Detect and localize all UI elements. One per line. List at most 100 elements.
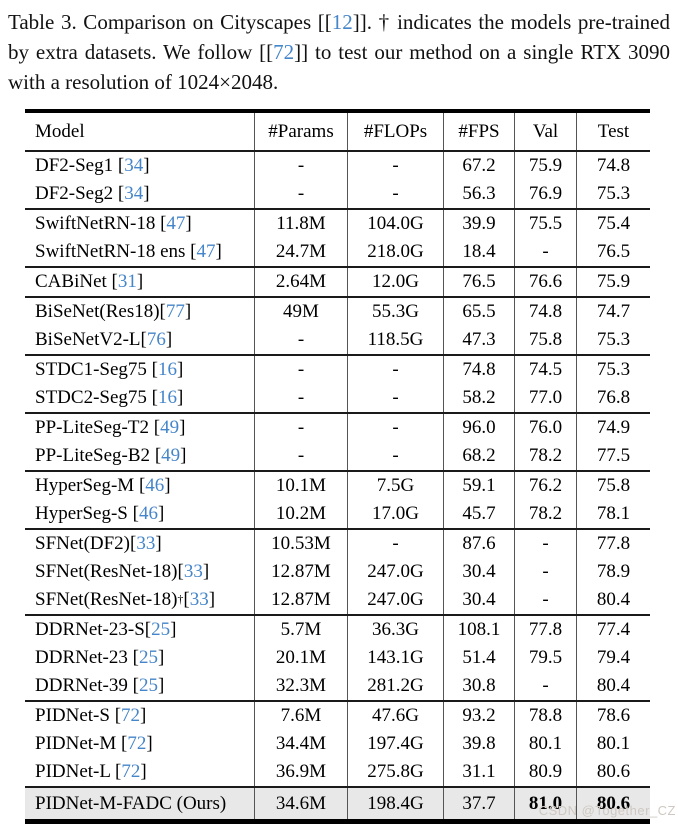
params-cell: - xyxy=(255,384,348,412)
params-cell: 36.9M xyxy=(255,758,348,786)
model-cell: DDRNet-23 [25] xyxy=(25,644,255,672)
citation-link[interactable]: 33 xyxy=(189,589,209,610)
val-cell: 75.5 xyxy=(515,210,577,238)
params-cell: 5.7M xyxy=(255,616,348,644)
citation-link[interactable]: 12 xyxy=(331,10,353,34)
citation-link[interactable]: 72 xyxy=(127,733,147,754)
model-group: PP-LiteSeg-T2 [49] - -96.0 76.0 74.9 PP-LiteS… xyxy=(25,412,650,470)
val-cell: - xyxy=(515,586,577,614)
citation-link[interactable]: 34 xyxy=(124,183,144,204)
test-cell: 75.3 xyxy=(596,329,631,350)
flops-cell: 47.6G xyxy=(348,702,444,730)
citation-link[interactable]: 25 xyxy=(138,647,158,668)
fps-cell: 45.7 xyxy=(444,500,515,528)
citation-link[interactable]: 72 xyxy=(273,39,295,64)
citation-link[interactable]: 47 xyxy=(196,241,216,262)
fps-cell: 30.4 xyxy=(444,586,515,614)
citation-link[interactable]: 72 xyxy=(121,705,141,726)
column-header-test: Test xyxy=(597,120,630,142)
citation-link[interactable]: 34 xyxy=(124,155,144,176)
highlighted-result-group: PIDNet-M-FADC (Ours) 34.6M 198.4G 37.7 81.0 8… xyxy=(25,786,650,819)
table-row: PIDNet-S [72] 7.6M 47.6G 93.2 78.8 78.6 xyxy=(25,702,650,730)
citation-link[interactable]: 25 xyxy=(138,675,158,696)
fps-cell: 30.8 xyxy=(444,672,515,700)
fps-cell: 39.9 xyxy=(444,210,515,238)
citation-link[interactable]: 77 xyxy=(165,301,185,322)
params-cell: 34.4M xyxy=(255,730,348,758)
params-cell: 32.3M xyxy=(255,672,348,700)
flops-cell: 55.3G xyxy=(348,298,444,326)
flops-cell: - xyxy=(348,442,444,470)
model-cell: HyperSeg-S [46] xyxy=(25,500,255,528)
citation-link[interactable]: 33 xyxy=(136,533,156,554)
flops-cell: 17.0G xyxy=(348,500,444,528)
flops-cell: 247.0G xyxy=(348,558,444,586)
params-cell: - xyxy=(255,414,348,442)
citation-link[interactable]: 16 xyxy=(157,359,177,380)
val-cell: 78.2 xyxy=(515,500,577,528)
params-cell: 49M xyxy=(255,298,348,326)
table-row: CABiNet [31] 2.64M 12.0G 76.5 76.6 75.9 xyxy=(25,268,650,296)
table-row: HyperSeg-M [46] 10.1M 7.5G 59.1 76.2 75.8 xyxy=(25,472,650,500)
params-cell: - xyxy=(255,326,348,354)
model-cell: BiSeNet(Res18)[77] xyxy=(25,298,255,326)
model-group: CABiNet [31] 2.64M 12.0G 76.5 76.6 75.9 xyxy=(25,266,650,296)
test-cell: 78.9 xyxy=(596,561,631,582)
params-cell: 10.53M xyxy=(255,530,348,558)
params-cell: - xyxy=(255,180,348,208)
citation-link[interactable]: 47 xyxy=(166,213,186,234)
citation-link[interactable]: 31 xyxy=(117,271,137,292)
table-row: SwiftNetRN-18 [47] 11.8M 104.0G 39.9 75.5 75.… xyxy=(25,210,650,238)
citation-link[interactable]: 16 xyxy=(157,387,177,408)
params-cell: 20.1M xyxy=(255,644,348,672)
table-body: DF2-Seg1 [34] - -67.2 75.9 74.8 DF2-Seg2 [34]… xyxy=(25,152,650,819)
params-cell: 2.64M xyxy=(255,268,348,296)
test-cell: 80.4 xyxy=(596,675,631,696)
fps-cell: 87.6 xyxy=(444,530,515,558)
fps-cell: 96.0 xyxy=(444,414,515,442)
table-row: DDRNet-39 [25] 32.3M 281.2G 30.8-80.4 xyxy=(25,672,650,700)
table-row: PIDNet-L [72] 36.9M 275.8G 31.1 80.9 80.6 xyxy=(25,758,650,786)
model-group: SwiftNetRN-18 [47] 11.8M 104.0G 39.9 75.5 75.… xyxy=(25,208,650,266)
fps-cell: 68.2 xyxy=(444,442,515,470)
table-row: PIDNet-M-FADC (Ours) 34.6M 198.4G 37.7 81.0 8… xyxy=(25,788,650,819)
params-cell: 10.2M xyxy=(255,500,348,528)
params-cell: - xyxy=(255,442,348,470)
model-cell: SFNet(ResNet-18)[33] xyxy=(25,558,255,586)
table-row: DF2-Seg2 [34] - -56.3 76.9 75.3 xyxy=(25,180,650,208)
citation-link[interactable]: 33 xyxy=(183,561,203,582)
model-cell: HyperSeg-M [46] xyxy=(25,472,255,500)
flops-cell: 118.5G xyxy=(348,326,444,354)
val-cell: 78.8 xyxy=(515,702,577,730)
flops-cell: - xyxy=(348,180,444,208)
table-row: SFNet(ResNet-18) †[33] 12.87M 247.0G 30.4-80… xyxy=(25,586,650,614)
val-cell: - xyxy=(515,558,577,586)
citation-link[interactable]: 49 xyxy=(161,445,181,466)
val-cell: 81.0 xyxy=(515,788,577,819)
citation-link[interactable]: 72 xyxy=(121,761,141,782)
val-cell: 79.5 xyxy=(515,644,577,672)
val-cell: 77.8 xyxy=(515,616,577,644)
test-cell: 77.4 xyxy=(596,619,631,640)
column-header-fps: #FPS xyxy=(444,113,515,150)
fps-cell: 37.7 xyxy=(444,788,515,819)
model-cell: PIDNet-L [72] xyxy=(25,758,255,786)
fps-cell: 74.8 xyxy=(444,356,515,384)
citation-link[interactable]: 76 xyxy=(146,329,166,350)
model-cell: DDRNet-23-S[25] xyxy=(25,616,255,644)
flops-cell: 36.3G xyxy=(348,616,444,644)
val-cell: 76.0 xyxy=(515,414,577,442)
model-group: PIDNet-S [72] 7.6M 47.6G 93.2 78.8 78.6 PIDNet… xyxy=(25,700,650,786)
citation-link[interactable]: 46 xyxy=(145,475,165,496)
table-row: BiSeNet(Res18)[77] 49M 55.3G 65.5 74.8 74.7 xyxy=(25,298,650,326)
citation-link[interactable]: 25 xyxy=(151,619,171,640)
test-cell: 75.3 xyxy=(596,183,631,204)
model-cell: DDRNet-39 [25] xyxy=(25,672,255,700)
params-cell: - xyxy=(255,356,348,384)
flops-cell: 281.2G xyxy=(348,672,444,700)
fps-cell: 18.4 xyxy=(444,238,515,266)
citation-link[interactable]: 46 xyxy=(138,503,158,524)
val-cell: 76.6 xyxy=(515,268,577,296)
citation-link[interactable]: 49 xyxy=(160,417,180,438)
